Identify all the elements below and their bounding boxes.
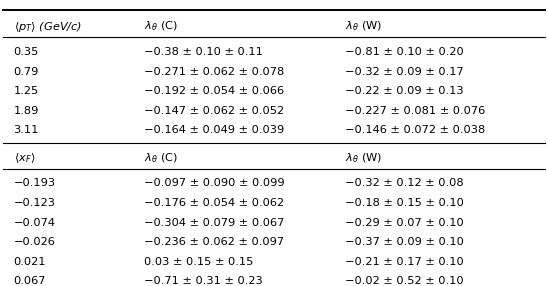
Text: −0.176 ± 0.054 ± 0.062: −0.176 ± 0.054 ± 0.062: [144, 198, 284, 208]
Text: −0.71 ± 0.31 ± 0.23: −0.71 ± 0.31 ± 0.23: [144, 276, 262, 286]
Text: −0.21 ± 0.17 ± 0.10: −0.21 ± 0.17 ± 0.10: [345, 257, 463, 267]
Text: −0.32 ± 0.09 ± 0.17: −0.32 ± 0.09 ± 0.17: [345, 67, 463, 77]
Text: 0.35: 0.35: [14, 47, 39, 57]
Text: $\lambda_\theta$ (C): $\lambda_\theta$ (C): [144, 151, 178, 165]
Text: −0.22 ± 0.09 ± 0.13: −0.22 ± 0.09 ± 0.13: [345, 86, 463, 96]
Text: $\lambda_\theta$ (C): $\lambda_\theta$ (C): [144, 20, 178, 33]
Text: $\langle x_F\rangle$: $\langle x_F\rangle$: [14, 151, 35, 165]
Text: 1.25: 1.25: [14, 86, 39, 96]
Text: −0.026: −0.026: [14, 237, 55, 247]
Text: −0.074: −0.074: [14, 218, 56, 228]
Text: −0.304 ± 0.079 ± 0.067: −0.304 ± 0.079 ± 0.067: [144, 218, 284, 228]
Text: −0.193: −0.193: [14, 178, 56, 188]
Text: −0.18 ± 0.15 ± 0.10: −0.18 ± 0.15 ± 0.10: [345, 198, 464, 208]
Text: −0.227 ± 0.081 ± 0.076: −0.227 ± 0.081 ± 0.076: [345, 106, 485, 116]
Text: −0.271 ± 0.062 ± 0.078: −0.271 ± 0.062 ± 0.078: [144, 67, 284, 77]
Text: $\lambda_\theta$ (W): $\lambda_\theta$ (W): [345, 20, 381, 33]
Text: −0.38 ± 0.10 ± 0.11: −0.38 ± 0.10 ± 0.11: [144, 47, 262, 57]
Text: −0.236 ± 0.062 ± 0.097: −0.236 ± 0.062 ± 0.097: [144, 237, 284, 247]
Text: −0.146 ± 0.072 ± 0.038: −0.146 ± 0.072 ± 0.038: [345, 126, 485, 136]
Text: −0.123: −0.123: [14, 198, 56, 208]
Text: −0.147 ± 0.062 ± 0.052: −0.147 ± 0.062 ± 0.052: [144, 106, 284, 116]
Text: −0.097 ± 0.090 ± 0.099: −0.097 ± 0.090 ± 0.099: [144, 178, 284, 188]
Text: −0.164 ± 0.049 ± 0.039: −0.164 ± 0.049 ± 0.039: [144, 126, 284, 136]
Text: −0.81 ± 0.10 ± 0.20: −0.81 ± 0.10 ± 0.20: [345, 47, 463, 57]
Text: 3.11: 3.11: [14, 126, 39, 136]
Text: −0.29 ± 0.07 ± 0.10: −0.29 ± 0.07 ± 0.10: [345, 218, 463, 228]
Text: $\lambda_\theta$ (W): $\lambda_\theta$ (W): [345, 151, 381, 165]
Text: 0.03 ± 0.15 ± 0.15: 0.03 ± 0.15 ± 0.15: [144, 257, 253, 267]
Text: 0.79: 0.79: [14, 67, 39, 77]
Text: −0.37 ± 0.09 ± 0.10: −0.37 ± 0.09 ± 0.10: [345, 237, 464, 247]
Text: −0.192 ± 0.054 ± 0.066: −0.192 ± 0.054 ± 0.066: [144, 86, 284, 96]
Text: $\langle p_T\rangle$ (GeV/$c$): $\langle p_T\rangle$ (GeV/$c$): [14, 20, 82, 33]
Text: −0.02 ± 0.52 ± 0.10: −0.02 ± 0.52 ± 0.10: [345, 276, 463, 286]
Text: 1.89: 1.89: [14, 106, 39, 116]
Text: 0.067: 0.067: [14, 276, 46, 286]
Text: 0.021: 0.021: [14, 257, 46, 267]
Text: −0.32 ± 0.12 ± 0.08: −0.32 ± 0.12 ± 0.08: [345, 178, 463, 188]
